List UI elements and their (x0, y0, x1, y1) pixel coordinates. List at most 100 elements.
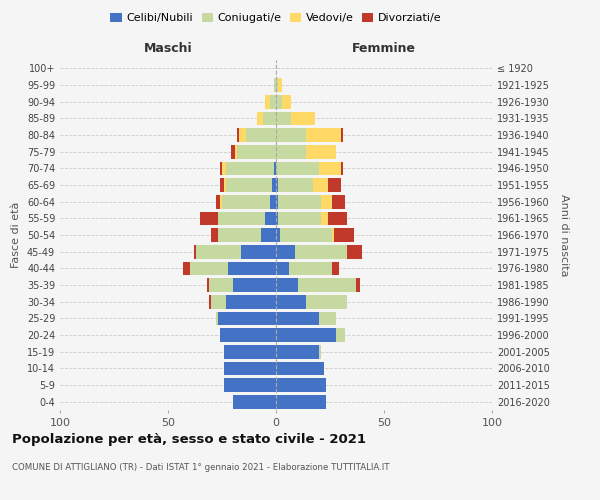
Bar (200, 212, 218, 225)
Text: COMUNE DI ATTIGLIANO (TR) - Dati ISTAT 1° gennaio 2021 - Elaborazione TUTTITALIA: COMUNE DI ATTIGLIANO (TR) - Dati ISTAT 1… (12, 462, 389, 471)
Bar (215, 195, 220, 208)
Bar (283, 95, 291, 108)
Bar (215, 312, 218, 325)
Bar (224, 345, 276, 358)
Bar (211, 295, 226, 308)
Text: Femmine: Femmine (352, 42, 416, 55)
Y-axis label: Anni di nascita: Anni di nascita (559, 194, 569, 276)
Bar (276, 95, 283, 108)
Bar (328, 212, 347, 225)
Bar (291, 112, 315, 125)
Bar (276, 378, 326, 392)
Bar (224, 362, 276, 375)
Bar (334, 228, 354, 242)
Bar (276, 145, 306, 158)
Bar (322, 212, 328, 225)
Bar (220, 178, 224, 192)
Bar (337, 328, 345, 342)
Bar (306, 295, 347, 308)
Bar (265, 212, 276, 225)
Bar (224, 178, 226, 192)
Bar (278, 212, 322, 225)
Bar (319, 345, 322, 358)
Bar (220, 328, 276, 342)
Bar (274, 78, 276, 92)
Bar (276, 395, 326, 408)
Text: Maschi: Maschi (143, 42, 193, 55)
Bar (209, 295, 211, 308)
Bar (218, 312, 276, 325)
Bar (183, 262, 190, 275)
Bar (328, 178, 341, 192)
Bar (278, 195, 322, 208)
Bar (322, 195, 332, 208)
Bar (276, 245, 295, 258)
Bar (276, 228, 280, 242)
Bar (298, 278, 356, 292)
Bar (224, 378, 276, 392)
Bar (276, 195, 278, 208)
Bar (190, 262, 229, 275)
Bar (280, 228, 332, 242)
Bar (276, 362, 323, 375)
Bar (332, 195, 345, 208)
Bar (289, 262, 332, 275)
Bar (218, 212, 265, 225)
Bar (269, 195, 276, 208)
Bar (220, 162, 222, 175)
Bar (263, 112, 276, 125)
Bar (356, 278, 360, 292)
Bar (272, 178, 276, 192)
Bar (226, 162, 274, 175)
Bar (276, 312, 319, 325)
Bar (265, 95, 269, 108)
Bar (237, 145, 276, 158)
Bar (276, 178, 278, 192)
Y-axis label: Fasce di età: Fasce di età (11, 202, 21, 268)
Bar (207, 278, 209, 292)
Bar (341, 162, 343, 175)
Bar (332, 262, 338, 275)
Bar (241, 245, 276, 258)
Bar (230, 145, 235, 158)
Bar (332, 228, 334, 242)
Bar (319, 312, 337, 325)
Bar (319, 162, 341, 175)
Bar (226, 178, 272, 192)
Bar (239, 128, 246, 142)
Bar (226, 295, 276, 308)
Bar (222, 195, 269, 208)
Bar (276, 262, 289, 275)
Bar (313, 178, 328, 192)
Bar (237, 128, 239, 142)
Bar (220, 195, 222, 208)
Bar (306, 128, 341, 142)
Bar (306, 145, 337, 158)
Bar (341, 128, 343, 142)
Legend: Celibi/Nubili, Coniugati/e, Vedovi/e, Divorziati/e: Celibi/Nubili, Coniugati/e, Vedovi/e, Di… (106, 8, 446, 28)
Bar (246, 128, 276, 142)
Bar (211, 228, 218, 242)
Bar (276, 78, 278, 92)
Bar (194, 245, 196, 258)
Bar (235, 145, 237, 158)
Bar (209, 278, 233, 292)
Text: Popolazione per età, sesso e stato civile - 2021: Popolazione per età, sesso e stato civil… (12, 432, 366, 446)
Bar (276, 295, 306, 308)
Bar (276, 278, 298, 292)
Bar (257, 112, 263, 125)
Bar (276, 128, 306, 142)
Bar (233, 395, 276, 408)
Bar (261, 228, 276, 242)
Bar (276, 345, 319, 358)
Bar (276, 112, 291, 125)
Bar (269, 95, 276, 108)
Bar (218, 228, 261, 242)
Bar (276, 162, 319, 175)
Bar (196, 245, 241, 258)
Bar (278, 178, 313, 192)
Bar (229, 262, 276, 275)
Bar (276, 212, 278, 225)
Bar (278, 78, 283, 92)
Bar (233, 278, 276, 292)
